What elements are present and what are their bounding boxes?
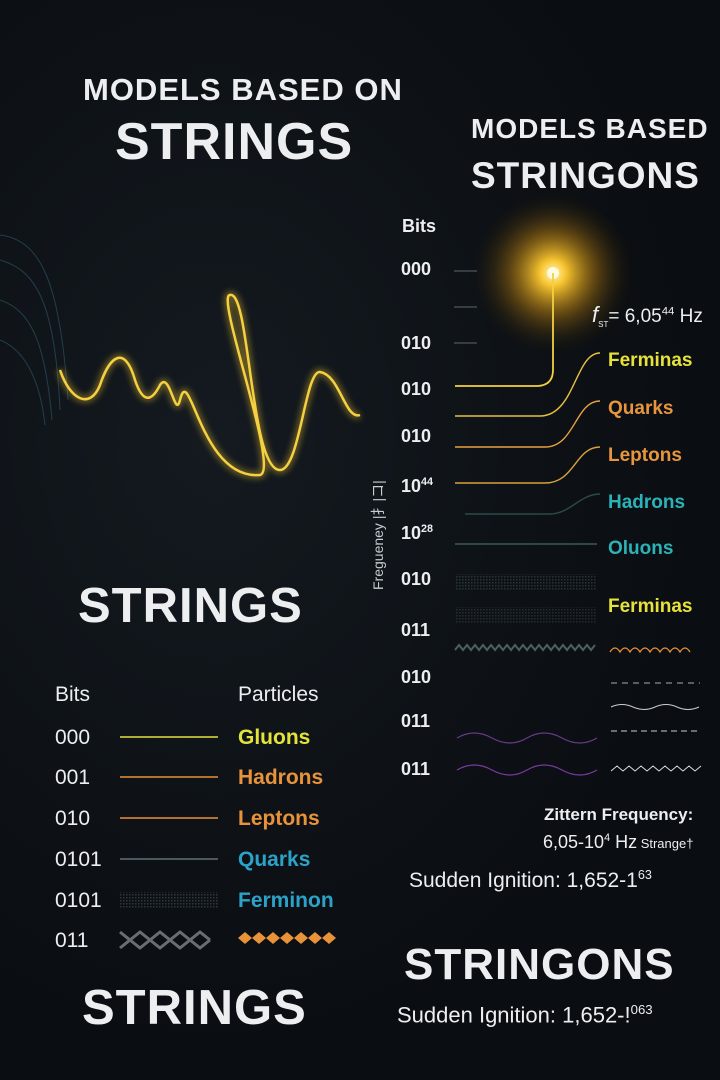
axis-bit-label: 011 bbox=[401, 759, 431, 779]
row-bits: 001 bbox=[55, 766, 91, 789]
particles-header: Particles bbox=[238, 683, 319, 706]
row-particle: Leptons bbox=[238, 807, 320, 830]
faint-curves bbox=[0, 234, 69, 426]
mark-braid bbox=[119, 930, 211, 950]
bits-header: Bits bbox=[55, 683, 91, 706]
axis-bit-label: 011 bbox=[401, 711, 431, 731]
axis-bit-label: 010 bbox=[401, 379, 432, 399]
axis-bit-label: 011 bbox=[401, 620, 431, 640]
zittern-value: 6,05-104 Hz Strange† bbox=[543, 832, 694, 852]
row-particle: Ferminon bbox=[238, 889, 334, 912]
particle-label: Leptons bbox=[608, 445, 682, 466]
left-title-line1: MODELS BASED ON bbox=[83, 72, 403, 107]
axis-bit-label: 000 bbox=[401, 259, 432, 279]
row-particle: Gluons bbox=[238, 726, 311, 749]
particle-label: Quarks bbox=[608, 398, 674, 419]
zittern-label: Zittern Frequency: bbox=[544, 805, 694, 824]
ignition-readout-1: Sudden Ignition: 1,652-163 bbox=[409, 868, 652, 892]
row-bits: 0101 bbox=[55, 889, 102, 912]
left-mid-title: STRINGS bbox=[78, 579, 303, 633]
right-title-line2: STRINGONS bbox=[471, 155, 700, 196]
axis-bit-label: 1028 bbox=[401, 523, 434, 543]
frequency-axis-label: Freguеney |扌|コ| bbox=[370, 480, 386, 590]
axis-bit-label: 1044 bbox=[401, 476, 434, 496]
particle-label: Oluons bbox=[608, 538, 674, 559]
row-bits: 000 bbox=[55, 726, 91, 749]
ignition-readout-2: Sudden Ignition: 1,652-!063 bbox=[397, 1002, 653, 1028]
right-bits-header: Bits bbox=[402, 216, 437, 236]
row-bits: 0101 bbox=[55, 848, 102, 871]
left-bottom-title: STRINGS bbox=[82, 981, 307, 1035]
left-table-marks bbox=[119, 736, 336, 950]
particle-label: Ferminas bbox=[608, 596, 693, 617]
row-bits: 011 bbox=[55, 929, 89, 952]
particle-label: Hadrons bbox=[608, 492, 686, 513]
right-bottom-title: STRINGONS bbox=[404, 940, 675, 989]
ignition-line bbox=[455, 273, 554, 387]
string-wave bbox=[58, 293, 361, 477]
string-wave-glow bbox=[56, 291, 362, 480]
axis-bit-label: 010 bbox=[401, 569, 432, 589]
row-bits: 010 bbox=[55, 807, 91, 830]
particle-label: Ferminas bbox=[608, 350, 693, 371]
axis-bit-label: 010 bbox=[401, 667, 432, 687]
axis-bit-label: 010 bbox=[401, 426, 432, 446]
mark-ferminon bbox=[120, 892, 218, 908]
right-title-line1: MODELS BASED bbox=[471, 113, 709, 144]
left-title-line2: STRINGS bbox=[115, 113, 354, 171]
row-particle: Hadrons bbox=[238, 766, 324, 789]
axis-bit-label: 010 bbox=[401, 333, 432, 353]
row-particle: Quarks bbox=[238, 848, 311, 871]
right-particle-curves bbox=[455, 352, 601, 545]
mark-diamonds bbox=[238, 932, 336, 944]
frequency-readout: fST= 6,0544 Hz bbox=[592, 302, 703, 329]
